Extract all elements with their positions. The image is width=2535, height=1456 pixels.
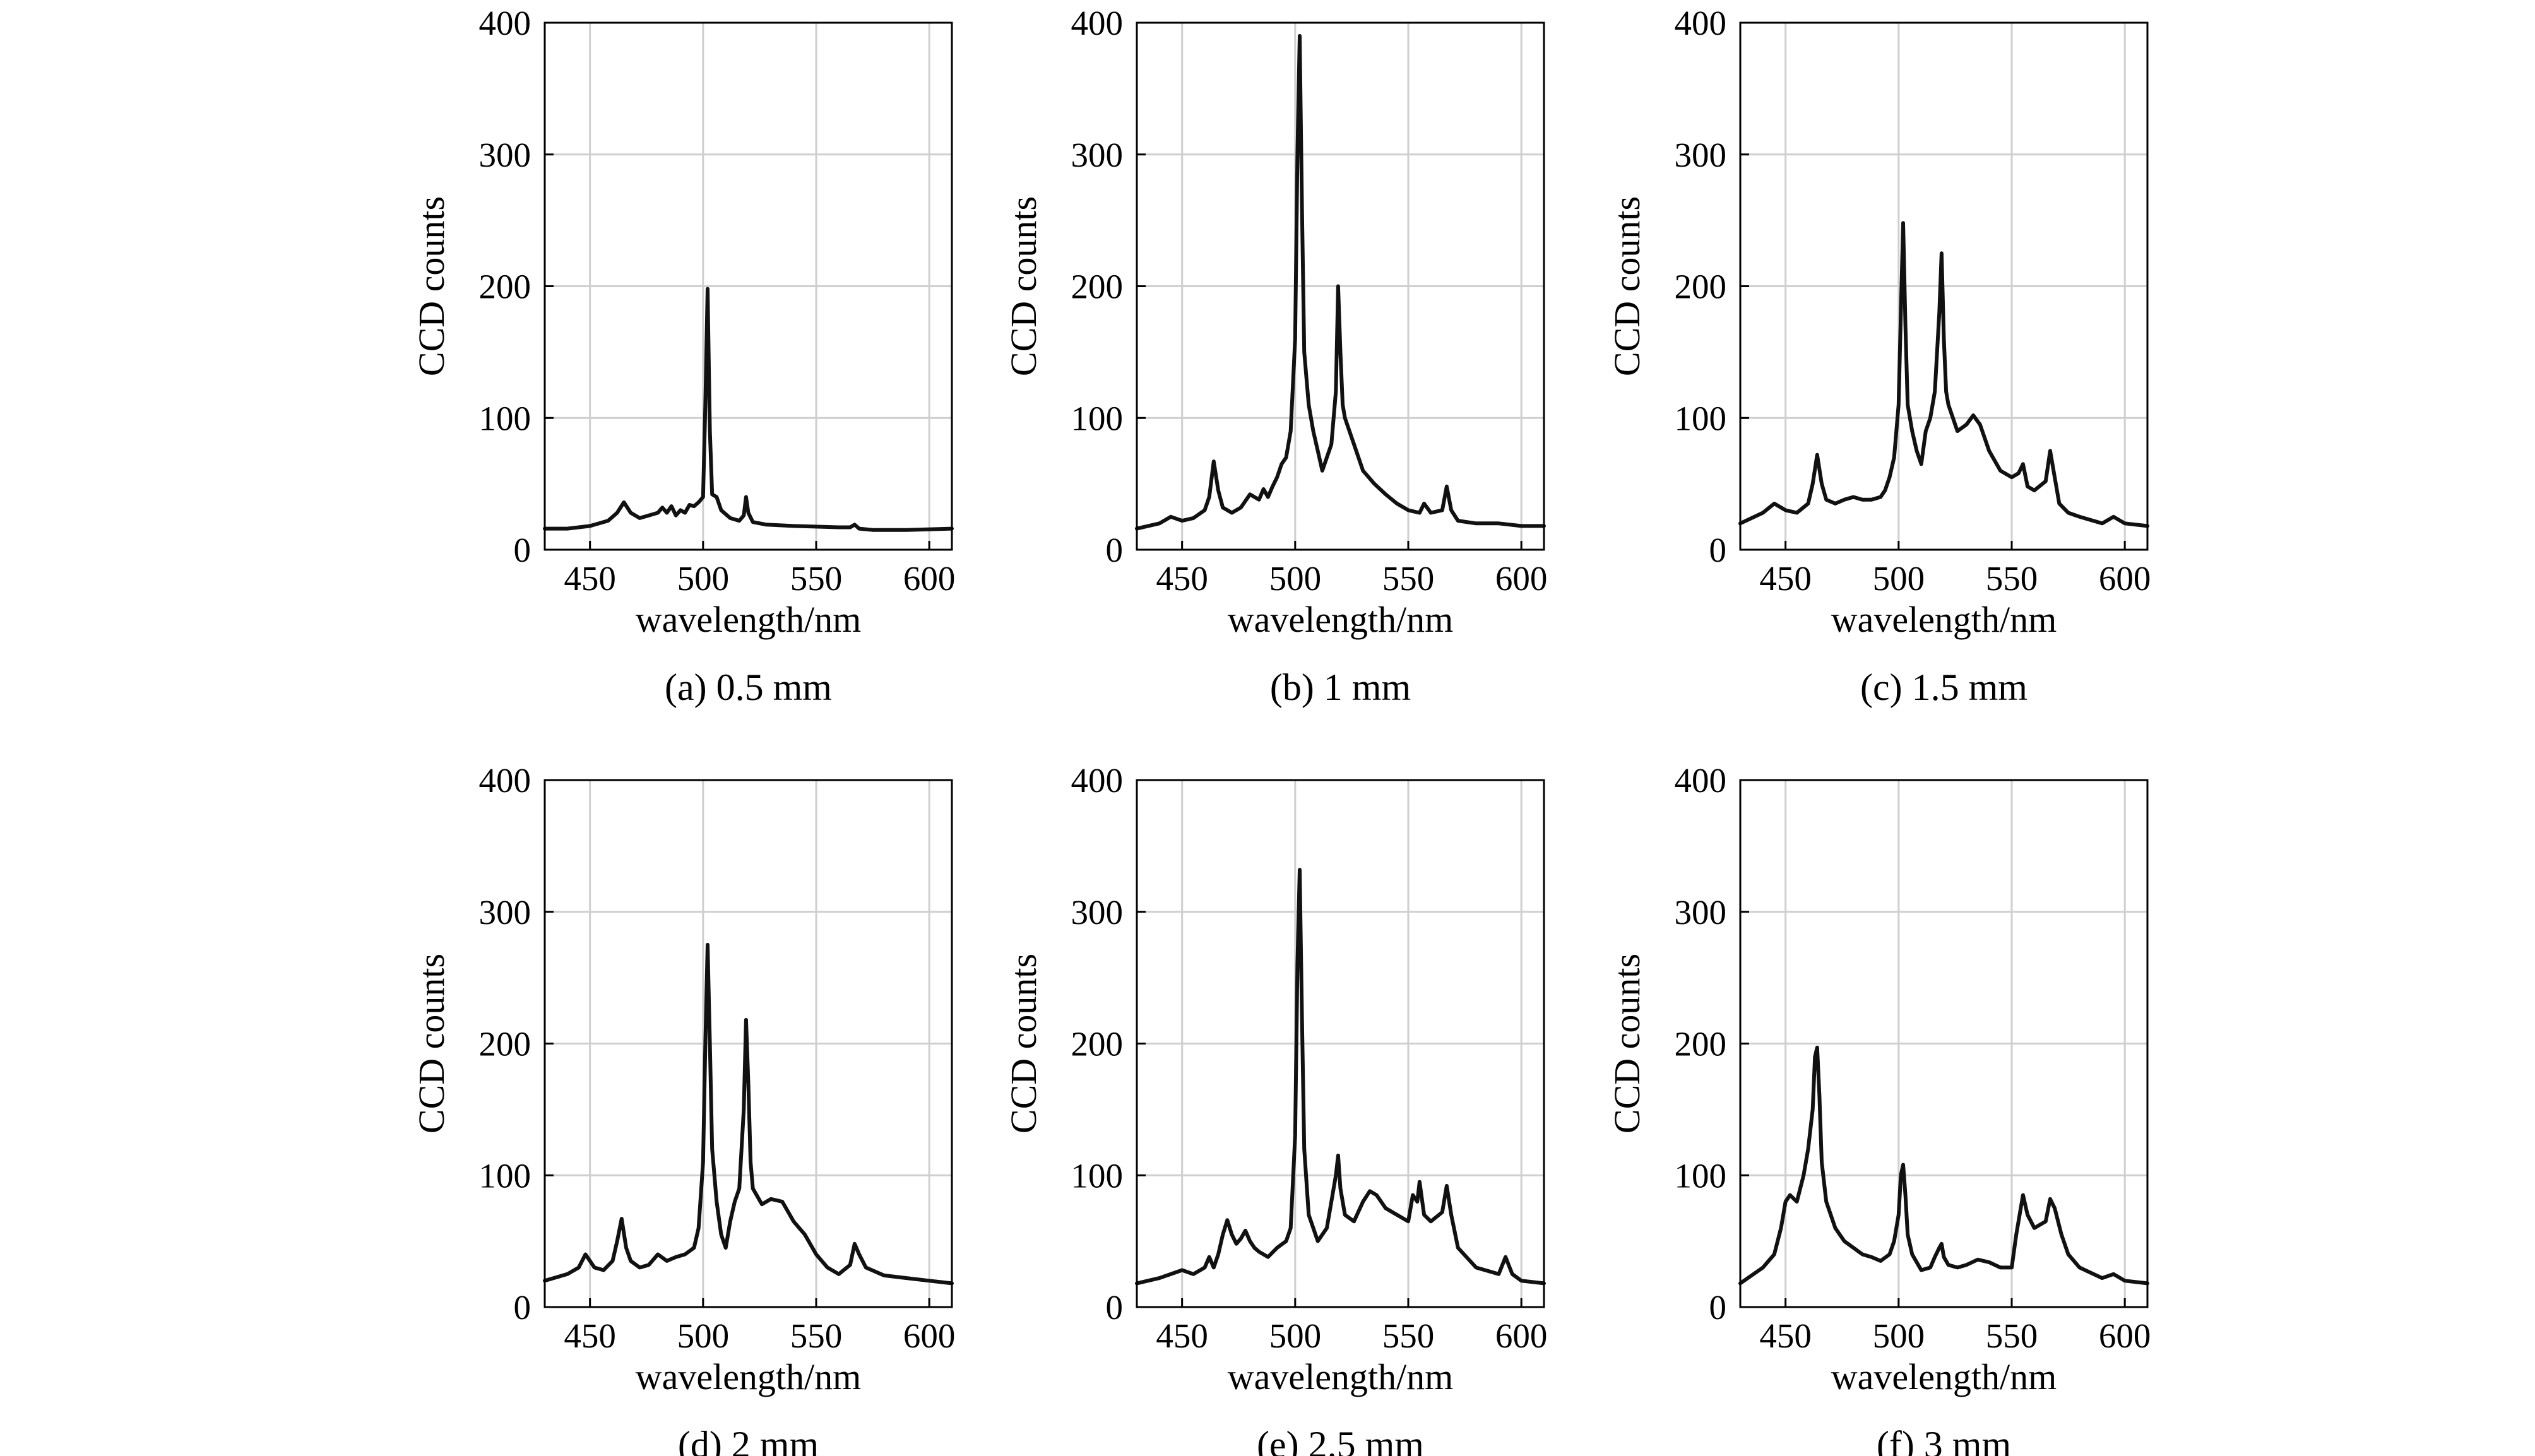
x-tick-label: 550	[1382, 1317, 1435, 1355]
x-tick-label: 550	[790, 1317, 843, 1355]
x-tick-label: 500	[1269, 1317, 1322, 1355]
y-tick-label: 0	[1709, 1288, 1727, 1327]
spectrum-line	[1738, 1045, 2149, 1286]
panel-caption: (d) 2 mm	[678, 1424, 819, 1456]
x-axis-label: wavelength/nm	[1831, 599, 2057, 640]
y-tick-label: 200	[1071, 1025, 1124, 1063]
y-axis-label: CCD counts	[1003, 196, 1044, 376]
x-tick-label: 600	[1495, 559, 1548, 598]
chart-panel-1: 450 500 550 600 0 100 200 300 400 wavelength/nm CC…	[1003, 4, 1547, 708]
chart-panel-3: 450 500 550 600 0 100 200 300 400 wavelength/nm CC…	[411, 761, 955, 1456]
x-tick-label: 450	[1156, 1317, 1208, 1355]
x-tick-label: 450	[564, 559, 616, 598]
y-tick-label: 400	[1675, 761, 1727, 800]
chart-panel-0: 450 500 550 600 0 100 200 300 400 wavelength/nm CC…	[411, 4, 955, 708]
x-tick-label: 550	[1986, 559, 2038, 598]
x-axis-label: wavelength/nm	[636, 1356, 862, 1397]
y-axis-label: CCD counts	[411, 196, 452, 376]
spectrum-line	[543, 287, 954, 532]
y-tick-label: 400	[1071, 4, 1124, 42]
y-tick-label: 0	[514, 531, 531, 569]
x-tick-label: 600	[903, 1317, 956, 1355]
y-tick-label: 400	[1675, 4, 1727, 42]
x-tick-label: 600	[1495, 1317, 1548, 1355]
y-tick-label: 300	[1675, 893, 1727, 932]
x-tick-label: 450	[1759, 1317, 1812, 1355]
y-tick-label: 400	[1071, 761, 1124, 800]
chart-panel-4: 450 500 550 600 0 100 200 300 400 wavelength/nm CC…	[1003, 761, 1547, 1456]
panel-caption: (f) 3 mm	[1877, 1424, 2011, 1456]
y-tick-label: 100	[1675, 399, 1727, 437]
y-tick-label: 0	[514, 1288, 531, 1327]
x-tick-label: 500	[1873, 1317, 1925, 1355]
x-tick-label: 600	[903, 559, 956, 598]
y-tick-label: 300	[1675, 136, 1727, 174]
y-tick-label: 100	[479, 399, 531, 437]
x-tick-label: 600	[2099, 1317, 2151, 1355]
y-axis-label: CCD counts	[1606, 196, 1647, 376]
y-tick-label: 200	[479, 1025, 531, 1063]
panel-caption: (a) 0.5 mm	[665, 666, 832, 708]
x-axis-label: wavelength/nm	[636, 599, 862, 640]
x-tick-label: 500	[1269, 559, 1322, 598]
chart-panel-2: 450 500 550 600 0 100 200 300 400 wavelength/nm CC…	[1606, 4, 2151, 708]
spectrum-line	[1135, 868, 1546, 1286]
y-tick-label: 0	[1106, 1288, 1124, 1327]
y-tick-label: 300	[479, 136, 531, 174]
y-axis-label: CCD counts	[1003, 954, 1044, 1133]
x-tick-label: 450	[1156, 559, 1208, 598]
x-tick-label: 450	[1759, 559, 1812, 598]
panel-caption: (e) 2.5 mm	[1257, 1424, 1424, 1456]
y-tick-label: 300	[479, 893, 531, 932]
x-tick-label: 550	[790, 559, 843, 598]
x-axis-label: wavelength/nm	[1228, 599, 1454, 640]
y-tick-label: 200	[479, 268, 531, 306]
y-tick-label: 100	[1071, 1156, 1124, 1195]
y-tick-label: 400	[479, 4, 531, 42]
y-tick-label: 200	[1675, 268, 1727, 306]
y-axis-label: CCD counts	[411, 954, 452, 1133]
y-tick-label: 0	[1709, 531, 1727, 569]
chart-panel-5: 450 500 550 600 0 100 200 300 400 wavelength/nm CC…	[1606, 761, 2151, 1456]
x-tick-label: 500	[677, 1317, 730, 1355]
panel-caption: (c) 1.5 mm	[1860, 666, 2027, 708]
y-tick-label: 200	[1675, 1025, 1727, 1063]
y-tick-label: 100	[1071, 399, 1124, 437]
y-tick-label: 400	[479, 761, 531, 800]
x-tick-label: 550	[1382, 559, 1435, 598]
x-tick-label: 450	[564, 1317, 616, 1355]
y-tick-label: 100	[479, 1156, 531, 1195]
spectrum-line	[543, 942, 954, 1286]
x-tick-label: 600	[2099, 559, 2151, 598]
y-tick-label: 300	[1071, 893, 1124, 932]
x-axis-label: wavelength/nm	[1228, 1356, 1454, 1397]
x-tick-label: 550	[1986, 1317, 2038, 1355]
x-tick-label: 500	[677, 559, 730, 598]
spectrum-line	[1738, 221, 2149, 528]
x-axis-label: wavelength/nm	[1831, 1356, 2057, 1397]
x-tick-label: 500	[1873, 559, 1925, 598]
y-tick-label: 300	[1071, 136, 1124, 174]
y-tick-label: 100	[1675, 1156, 1727, 1195]
panel-caption: (b) 1 mm	[1270, 666, 1411, 708]
y-tick-label: 200	[1071, 268, 1124, 306]
spectrum-line	[1135, 33, 1546, 531]
y-tick-label: 0	[1106, 531, 1124, 569]
y-axis-label: CCD counts	[1606, 954, 1647, 1133]
